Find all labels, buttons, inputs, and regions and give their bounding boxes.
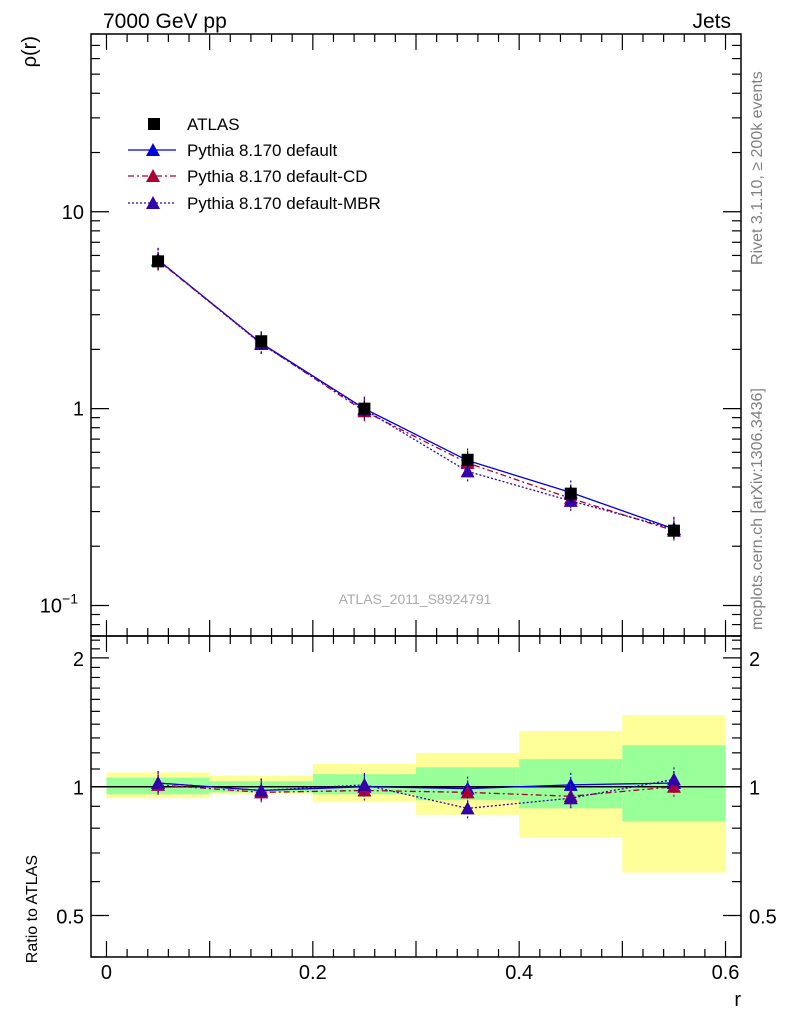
legend-marker-default	[146, 143, 160, 156]
ratio-uncertainty-bands	[106, 715, 726, 873]
y-tick-label: 1	[73, 399, 84, 421]
header-process: Jets	[692, 10, 731, 33]
marker-mbr	[151, 776, 166, 790]
marker-mbr	[460, 464, 475, 478]
marker-data	[564, 487, 577, 500]
marker-mbr	[666, 772, 681, 786]
ratio-y-tick-label-left: 1	[73, 778, 84, 800]
series-line-mbr	[158, 778, 675, 810]
x-tick-label: 0	[101, 962, 112, 984]
marker-mbr	[254, 783, 269, 797]
mcplots-reference-label: mcplots.cern.ch [arXiv:1306.3436]	[749, 388, 766, 630]
ratio-y-tick-label-right: 0.5	[749, 907, 777, 929]
legend-label: Pythia 8.170 default-MBR	[187, 194, 381, 213]
ratio-y-tick-label-right: 2	[749, 649, 760, 671]
marker-data	[461, 453, 474, 466]
ratio-y-tick-label-right: 1	[749, 778, 760, 800]
legend-label: Pythia 8.170 default	[187, 141, 338, 160]
main-series	[151, 247, 681, 543]
marker-data	[255, 335, 268, 348]
x-tick-label: 0.4	[505, 962, 533, 984]
marker-mbr	[563, 791, 578, 805]
y-tick-label: 10	[62, 202, 84, 224]
y-tick-label: 10−1	[40, 591, 78, 618]
header-energy: 7000 GeV pp	[103, 10, 227, 33]
series-line-cd	[157, 260, 675, 532]
marker-cd	[666, 779, 681, 793]
ratio-series	[151, 767, 681, 821]
legend-marker-cd	[146, 169, 160, 182]
series-line-mbr	[157, 259, 675, 530]
ratio-y-tick-label-left: 0.5	[56, 907, 84, 929]
x-tick-label: 0.2	[299, 962, 327, 984]
axis-ticks	[91, 33, 741, 958]
rivet-version-label: Rivet 3.1.10, ≥ 200k events	[749, 71, 766, 265]
x-axis-label: r	[734, 989, 741, 1011]
legend-marker-data	[148, 118, 160, 130]
series-line-default	[157, 259, 675, 530]
legend-label: Pythia 8.170 default-CD	[187, 167, 368, 186]
marker-mbr	[460, 801, 475, 815]
marker-cd	[460, 785, 475, 799]
marker-data	[152, 255, 165, 268]
analysis-tag: ATLAS_2011_S8924791	[339, 591, 492, 607]
ratio-y-axis-label: Ratio to ATLAS	[24, 855, 41, 963]
marker-data	[667, 524, 680, 537]
ratio-y-tick-label-left: 2	[73, 649, 84, 671]
marker-data	[358, 402, 371, 415]
legend: ATLAS Pythia 8.170 default Pythia 8.170 de…	[128, 115, 381, 213]
x-tick-label: 0.6	[712, 962, 740, 984]
marker-mbr	[357, 777, 372, 791]
main-y-axis-label: ρ(r)	[19, 36, 41, 67]
legend-label: ATLAS	[187, 115, 240, 134]
axis-tick-labels: 0 0.2 0.4 0.6 10−1 1 10 0.5 0.5 1 1 2 2	[40, 202, 777, 984]
series-line-default	[158, 782, 674, 792]
legend-marker-mbr	[146, 196, 160, 209]
